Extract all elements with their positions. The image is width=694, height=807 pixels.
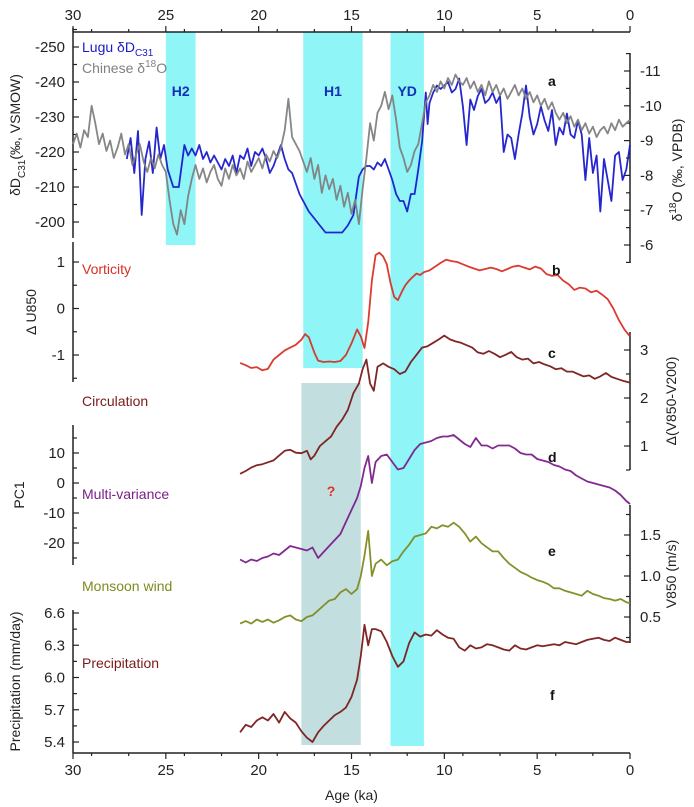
series-label-circulation: Circulation [82,393,148,409]
y-tick-label-a: -220 [35,144,65,161]
panel-letter-d: d [548,449,557,465]
series-line-precipitation [239,623,630,743]
x-tick-label-bottom: 20 [250,762,267,779]
series-line-circulation [239,334,631,475]
y-tick-label-f: 5.7 [44,702,65,719]
series-line-vorticity [239,251,631,372]
y-tick-label-a: -7 [640,202,653,219]
y-tick-label-a: -11 [640,63,661,80]
y-tick-label-c: 1 [640,438,648,455]
x-axis-title: Age (ka) [325,787,378,803]
series-group [72,73,631,743]
x-tick-label-top: 25 [157,7,174,24]
y-tick-label-a: -210 [35,179,65,196]
x-tick-label-top: 30 [65,7,82,24]
y-tick-label-a: -250 [35,39,65,56]
y-axis-title-c: Δ(V850-V200) [663,357,679,446]
legend-lugu: Lugu δDC31 [82,39,154,59]
x-tick-label-top: 0 [626,7,634,24]
series-label-multi-variance: Multi-variance [82,486,169,502]
y-tick-label-a: -230 [35,109,65,126]
panel-letter-b: b [552,262,561,278]
x-tick-label-bottom: 5 [533,762,541,779]
x-tick-label-bottom: 25 [157,762,174,779]
series-line-monsoon-wind [239,521,631,625]
event-band-yd [390,32,424,746]
y-tick-label-a: -8 [640,167,653,184]
x-tick-label-top: 20 [250,7,267,24]
event-label-yd: YD [397,83,416,99]
legend-chinese: Chinese δ18O [82,59,167,76]
y-axis-title-e: V850 (m/s) [663,540,679,608]
y-tick-label-b: 0 [57,301,65,318]
y-axis-title-a-right: δ18O (‰, VPDB) [668,119,685,222]
uncertainty-annotation: ? [327,483,336,499]
panel-letter-a: a [548,73,556,89]
y-axis-title-a-left: δDC31(‰, VSMOW) [7,74,28,196]
y-tick-label-d: -10 [43,505,65,522]
y-tick-label-e: 1.0 [640,568,661,585]
panel-letter-e: e [548,543,556,559]
y-tick-label-a: -6 [640,237,653,254]
x-tick-label-top: 5 [533,7,541,24]
y-tick-label-f: 6.3 [44,637,65,654]
y-axis-title-f: Precipitation (mm/day) [7,611,23,751]
event-band-h1 [303,32,363,368]
y-tick-label-e: 0.5 [640,609,661,626]
y-tick-label-f: 6.6 [44,605,65,622]
y-tick-label-b: -1 [52,347,65,364]
y-axis-title-d: PC1 [11,481,27,508]
panel-letter-c: c [548,345,556,361]
y-tick-label-d: -20 [43,535,65,552]
series-line-chinese-18o [72,73,631,236]
series-line-lugu-dc31 [125,77,631,234]
y-tick-label-c: 3 [640,342,648,359]
series-label-precipitation: Precipitation [82,655,159,671]
y-tick-label-b: 1 [57,254,65,271]
event-label-h2: H2 [172,83,190,99]
y-tick-label-a: -200 [35,214,65,231]
event-label-h1: H1 [324,83,342,99]
x-tick-label-top: 10 [436,7,453,24]
y-axis-title-b: Δ U850 [23,289,39,335]
y-tick-label-d: 10 [48,445,65,462]
x-tick-label-bottom: 10 [436,762,453,779]
panel-letter-f: f [550,687,555,703]
axes-group [72,26,631,759]
y-tick-label-a: -9 [640,133,653,150]
x-tick-label-bottom: 0 [626,762,634,779]
y-tick-label-a: -240 [35,74,65,91]
x-tick-label-bottom: 15 [343,762,360,779]
event-band-uncertain [301,383,361,745]
y-tick-label-f: 6.0 [44,670,65,687]
series-label-vorticity: Vorticity [82,261,131,277]
y-tick-label-a: -10 [640,98,662,115]
shaded-event-bands [165,32,424,746]
y-tick-label-c: 2 [640,390,648,407]
series-line-multi-variance [239,434,631,564]
y-tick-label-d: 0 [57,475,65,492]
y-tick-label-e: 1.5 [640,527,661,544]
series-label-monsoon-wind: Monsoon wind [82,578,172,594]
x-tick-label-bottom: 30 [65,762,82,779]
x-tick-label-top: 15 [343,7,360,24]
y-tick-label-f: 5.4 [44,734,65,751]
